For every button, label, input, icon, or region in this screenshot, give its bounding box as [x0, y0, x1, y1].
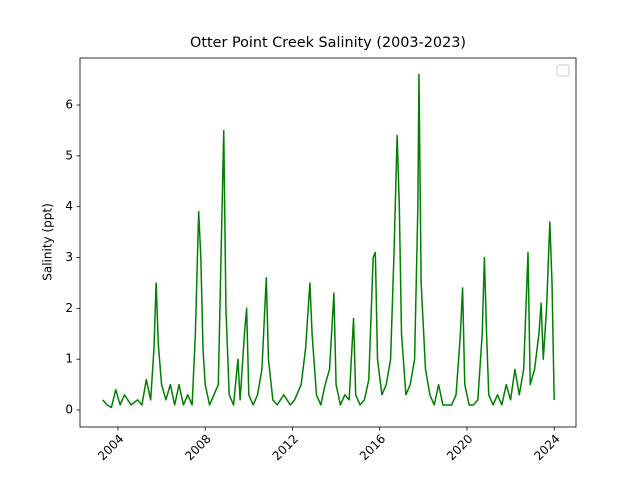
x-tick-label: 2020 — [444, 432, 475, 463]
x-tick-label: 2016 — [357, 432, 388, 463]
plot-frame — [79, 57, 577, 428]
y-tick-label: 4 — [65, 199, 73, 213]
salinity-line — [102, 73, 555, 409]
y-tick-label: 0 — [65, 403, 73, 417]
y-tick-label: 5 — [65, 148, 73, 162]
x-tick-label: 2008 — [182, 432, 213, 463]
x-axis-label: Date — [314, 479, 343, 480]
chart-title: Otter Point Creek Salinity (2003-2023) — [190, 35, 466, 51]
y-tick-label: 2 — [65, 301, 73, 315]
x-tick-label: 2004 — [95, 432, 126, 463]
y-tick-label: 1 — [65, 352, 73, 366]
x-tick-label: 2012 — [270, 432, 301, 463]
x-tick-label: 2024 — [531, 432, 562, 463]
y-axis-label: Salinity (ppt) — [41, 203, 55, 281]
y-tick-label: 3 — [65, 250, 73, 264]
legend — [556, 64, 570, 77]
y-tick-label: 6 — [65, 98, 73, 112]
